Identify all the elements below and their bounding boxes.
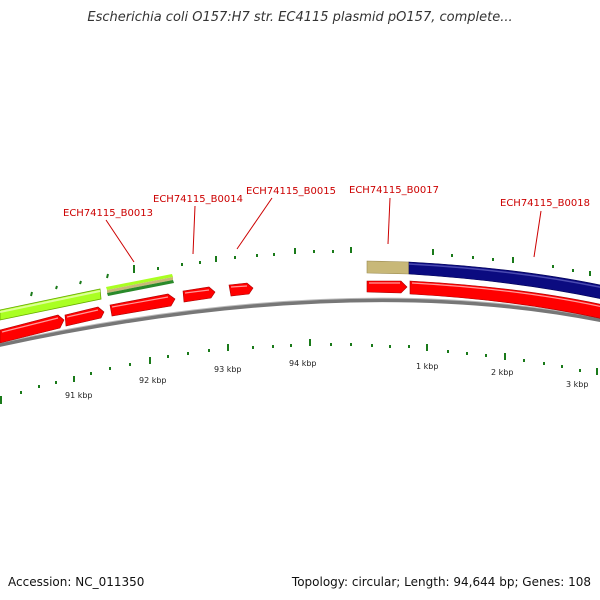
scale-label: 92 kbp (139, 376, 167, 385)
track-feature-green[interactable] (0, 288, 102, 321)
outer-tick-ring (30, 247, 591, 297)
gene-arrow (109, 293, 176, 317)
gene-label-b0018[interactable]: ECH74115_B0018 (500, 198, 590, 209)
backbone-arc (0, 298, 600, 347)
gene-arrow (409, 280, 600, 319)
map-title: Escherichia coli O157:H7 str. EC4115 pla… (87, 10, 513, 25)
scale-label: 3 kbp (566, 380, 588, 389)
gene-labels[interactable]: ECH74115_B0013 ECH74115_B0014 ECH74115_B… (63, 185, 590, 219)
gene-arrow (64, 306, 105, 327)
gene-arrow (182, 286, 216, 303)
gene-label-b0013[interactable]: ECH74115_B0013 (63, 208, 153, 219)
track-feature-tan[interactable] (366, 260, 410, 275)
track-feature-navy[interactable] (408, 261, 600, 299)
gene-label-b0014[interactable]: ECH74115_B0014 (153, 194, 243, 205)
scale-label: 94 kbp (289, 359, 317, 368)
topology-summary: Topology: circular; Length: 94,644 bp; G… (291, 575, 591, 589)
inner-tick-ring (0, 339, 598, 404)
label-leaders (105, 197, 542, 263)
gene-label-b0015[interactable]: ECH74115_B0015 (246, 186, 336, 197)
scale-label: 2 kbp (491, 368, 513, 377)
scale-label: 93 kbp (214, 365, 242, 374)
scale-labels: 91 kbp 92 kbp 93 kbp 94 kbp 1 kbp 2 kbp … (65, 359, 588, 400)
gene-arrow (228, 282, 254, 297)
scale-label: 91 kbp (65, 391, 93, 400)
accession-text: Accession: NC_011350 (8, 575, 145, 589)
gene-arrow (0, 314, 65, 344)
gene-arrow (366, 280, 408, 294)
track-feature-b0013[interactable] (106, 274, 174, 296)
scale-label: 1 kbp (416, 362, 438, 371)
gene-label-b0017[interactable]: ECH74115_B0017 (349, 185, 439, 196)
